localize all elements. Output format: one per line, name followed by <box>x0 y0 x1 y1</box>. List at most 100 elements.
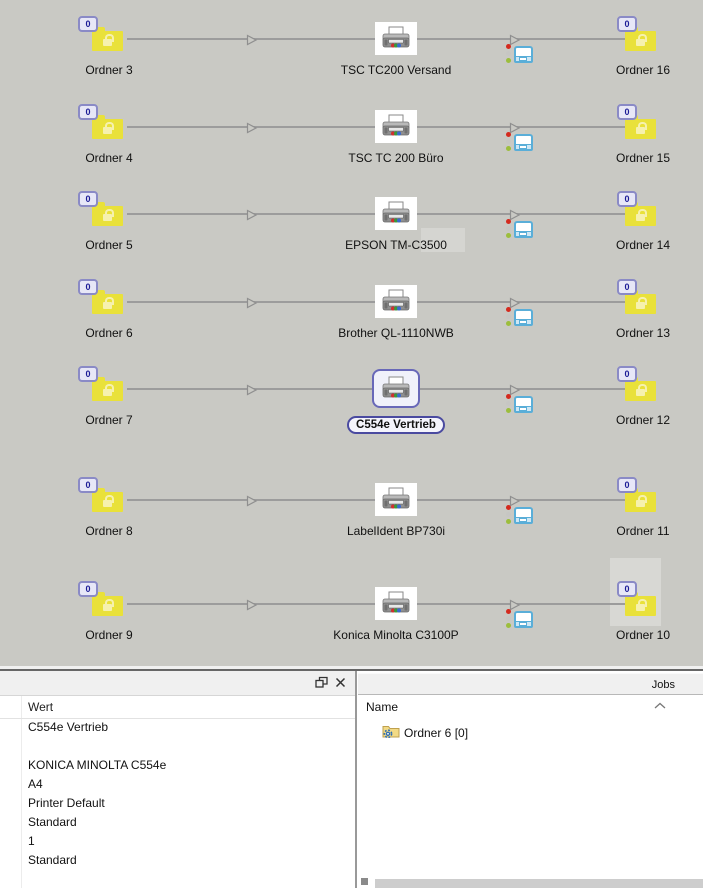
printer-node[interactable] <box>375 110 417 143</box>
status-red-icon <box>506 132 511 137</box>
property-value-cell[interactable]: 1 <box>28 834 35 848</box>
value-column-header: Wert <box>28 700 54 714</box>
locked-folder-icon[interactable] <box>92 377 123 401</box>
printer-status[interactable] <box>506 505 534 525</box>
locked-folder-icon[interactable] <box>92 202 123 226</box>
printer-node[interactable] <box>375 483 417 516</box>
device-icon <box>514 221 533 238</box>
printer-icon <box>382 201 410 222</box>
property-value-cell[interactable]: Printer Default <box>28 796 105 810</box>
queue-count-badge: 0 <box>78 104 98 120</box>
locked-folder-icon[interactable] <box>92 290 123 314</box>
queue-count-badge: 0 <box>617 581 637 597</box>
status-red-icon <box>506 219 511 224</box>
property-value-cell[interactable]: Standard <box>28 853 77 867</box>
queue-count-badge: 0 <box>78 191 98 207</box>
column-divider[interactable] <box>21 696 22 888</box>
lock-icon <box>105 209 114 217</box>
property-value-cell[interactable]: C554e Vertrieb <box>28 720 109 734</box>
queue-count-badge: 0 <box>617 279 637 295</box>
lock-icon <box>105 122 114 130</box>
printer-icon <box>382 26 410 47</box>
caret-up-icon[interactable] <box>654 697 666 709</box>
printer-label-selected: C554e Vertrieb <box>296 416 496 434</box>
status-green-icon <box>506 233 511 238</box>
panel-gap <box>0 666 703 669</box>
jobs-item-label: Ordner 6 [0] <box>404 726 469 740</box>
arrow-right-icon <box>246 598 258 611</box>
property-value-cell[interactable]: A4 <box>28 777 43 791</box>
locked-folder-icon[interactable] <box>92 592 123 616</box>
locked-folder-icon[interactable] <box>92 115 123 139</box>
locked-folder-icon[interactable] <box>625 27 656 51</box>
folder-label: Ordner 6 <box>85 326 133 340</box>
folder-label: Ordner 10 <box>615 628 671 642</box>
arrow-right-icon <box>246 208 258 221</box>
workflow-canvas[interactable]: 0 0 Ordner 3 TSC TC200 Versand Ordner 16… <box>0 0 703 666</box>
splitter-grip[interactable] <box>361 878 368 885</box>
printer-node[interactable] <box>375 587 417 620</box>
status-red-icon <box>506 307 511 312</box>
properties-panel-titlebar[interactable] <box>0 671 355 696</box>
status-gray-icon <box>506 226 511 231</box>
device-icon <box>514 611 533 628</box>
float-panel-button[interactable] <box>315 676 330 690</box>
printer-label: Brother QL-1110NWB <box>338 326 454 340</box>
status-green-icon <box>506 321 511 326</box>
property-value-cell[interactable]: Standard <box>28 815 77 829</box>
locked-folder-icon[interactable] <box>92 27 123 51</box>
printer-node[interactable] <box>375 197 417 230</box>
folder-label: Ordner 7 <box>85 413 133 427</box>
status-green-icon <box>506 58 511 63</box>
folder-label: Ordner 3 <box>85 63 133 77</box>
device-icon <box>514 396 533 413</box>
arrow-right-icon <box>246 33 258 46</box>
printer-icon <box>382 114 410 135</box>
folder-label: Ordner 9 <box>85 628 133 642</box>
workflow-row: 0 0 Ordner 3 TSC TC200 Versand Ordner 16 <box>0 16 703 86</box>
printer-status[interactable] <box>506 44 534 64</box>
locked-folder-icon[interactable] <box>625 115 656 139</box>
horizontal-scrollbar[interactable] <box>375 879 703 888</box>
printer-label: Konica Minolta C3100P <box>333 628 459 642</box>
arrow-right-icon <box>509 296 521 309</box>
status-gray-icon <box>506 139 511 144</box>
printer-node[interactable] <box>375 22 417 55</box>
arrow-right-icon <box>509 208 521 221</box>
property-value-cell[interactable]: KONICA MINOLTA C554e <box>28 758 167 772</box>
printer-node[interactable] <box>375 285 417 318</box>
lock-icon <box>105 599 114 607</box>
printer-node-selected[interactable] <box>372 369 420 408</box>
printer-status[interactable] <box>506 609 534 629</box>
folder-label: Ordner 12 <box>615 413 671 427</box>
jobs-list-item[interactable]: Ordner 6 [0] <box>382 724 468 742</box>
dock-divider <box>0 669 703 671</box>
lock-icon <box>638 34 647 42</box>
property-value-cell[interactable] <box>0 737 355 756</box>
printer-label: LabelIdent BP730i <box>346 524 446 538</box>
locked-folder-icon[interactable] <box>625 488 656 512</box>
locked-folder-icon[interactable] <box>625 592 656 616</box>
printer-status[interactable] <box>506 394 534 414</box>
workflow-row: 0 0 Ordner 8 LabelIdent BP730i Ordner 11 <box>0 477 703 547</box>
properties-grid-header: Wert <box>0 696 355 719</box>
locked-folder-icon[interactable] <box>92 488 123 512</box>
printer-status[interactable] <box>506 132 534 152</box>
jobs-tab[interactable]: Jobs <box>358 673 703 695</box>
printer-status[interactable] <box>506 219 534 239</box>
folder-label: Ordner 14 <box>615 238 671 252</box>
arrow-right-icon <box>509 383 521 396</box>
close-panel-button[interactable] <box>334 676 349 690</box>
queue-count-badge: 0 <box>78 581 98 597</box>
queue-count-badge: 0 <box>617 477 637 493</box>
device-icon <box>514 309 533 326</box>
printer-status[interactable] <box>506 307 534 327</box>
folder-label: Ordner 4 <box>85 151 133 165</box>
locked-folder-icon[interactable] <box>625 290 656 314</box>
queue-count-badge: 0 <box>617 191 637 207</box>
properties-values: C554e Vertrieb KONICA MINOLTA C554e A4 P… <box>0 718 355 870</box>
workflow-row: 0 0 Ordner 5 EPSON TM-C3500 Ordner 14 <box>0 191 703 261</box>
locked-folder-icon[interactable] <box>625 202 656 226</box>
locked-folder-icon[interactable] <box>625 377 656 401</box>
lock-icon <box>638 384 647 392</box>
